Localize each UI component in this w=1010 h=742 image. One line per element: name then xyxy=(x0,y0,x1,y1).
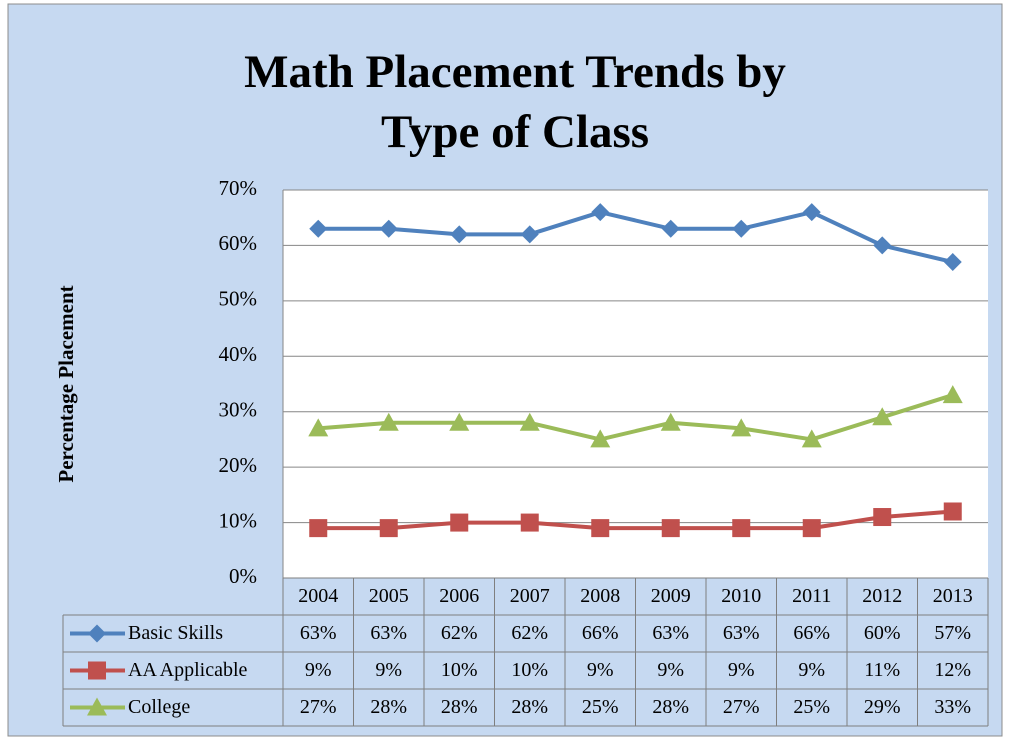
table-value: 63% xyxy=(652,622,689,644)
y-tick-label: 40% xyxy=(219,342,258,366)
table-value: 10% xyxy=(441,659,478,681)
data-point xyxy=(378,412,399,431)
x-tick-label: 2012 xyxy=(862,585,902,607)
data-point xyxy=(591,203,610,222)
table-value: 33% xyxy=(934,696,971,718)
table-value: 12% xyxy=(934,659,971,681)
x-tick-label: 2008 xyxy=(580,585,620,607)
data-point xyxy=(379,219,398,238)
y-axis-label: Percentage Placement xyxy=(54,285,78,482)
data-point xyxy=(661,219,680,238)
y-tick-label: 50% xyxy=(219,287,258,311)
x-tick-label: 2005 xyxy=(369,585,409,607)
data-point xyxy=(873,236,892,255)
table-value: 25% xyxy=(582,696,619,718)
table-value: 28% xyxy=(652,696,689,718)
data-point xyxy=(660,412,681,431)
table-value: 9% xyxy=(728,659,755,681)
data-point xyxy=(731,418,752,437)
data-point xyxy=(309,219,328,238)
table-value: 28% xyxy=(511,696,548,718)
legend-marker xyxy=(88,624,106,643)
table-value: 9% xyxy=(305,659,332,681)
data-point xyxy=(520,513,539,532)
table-value: 62% xyxy=(511,622,548,644)
data-point xyxy=(309,519,328,538)
data-point xyxy=(873,508,892,527)
table-value: 63% xyxy=(370,622,407,644)
x-tick-label: 2011 xyxy=(792,585,831,607)
y-tick-label: 30% xyxy=(219,398,258,422)
data-point xyxy=(519,412,540,431)
data-point xyxy=(872,407,893,426)
y-tick-label: 10% xyxy=(219,508,258,532)
data-point xyxy=(450,513,469,532)
table-value: 27% xyxy=(300,696,337,718)
data-point xyxy=(943,253,962,272)
table-value: 9% xyxy=(375,659,402,681)
series-line xyxy=(318,210,954,265)
data-point xyxy=(732,219,751,238)
table-value: 9% xyxy=(798,659,825,681)
table-value: 27% xyxy=(723,696,760,718)
table-value: 11% xyxy=(864,659,900,681)
legend-marker xyxy=(88,661,106,680)
data-point xyxy=(379,519,398,538)
chart-title: Math Placement Trends by Type of Class xyxy=(244,46,786,158)
data-point xyxy=(591,519,610,538)
data-point xyxy=(661,519,680,538)
y-tick-label: 70% xyxy=(219,176,258,200)
legend-label: AA Applicable xyxy=(128,659,248,681)
x-tick-label: 2009 xyxy=(651,585,691,607)
y-tick-label: 0% xyxy=(229,564,257,588)
series-line xyxy=(318,509,953,531)
y-tick-label: 20% xyxy=(219,453,258,477)
table-value: 62% xyxy=(441,622,478,644)
data-point xyxy=(520,225,539,244)
x-tick-label: 2010 xyxy=(721,585,761,607)
table-value: 66% xyxy=(793,622,830,644)
x-tick-label: 2006 xyxy=(439,585,479,607)
data-point xyxy=(943,502,962,521)
table-value: 10% xyxy=(511,659,548,681)
table-value: 28% xyxy=(370,696,407,718)
x-tick-label: 2004 xyxy=(298,585,338,607)
table-value: 57% xyxy=(934,622,971,644)
legend-label: College xyxy=(128,696,190,718)
table-value: 60% xyxy=(864,622,901,644)
table-value: 63% xyxy=(723,622,760,644)
legend-marker xyxy=(87,697,107,716)
data-point xyxy=(802,203,821,222)
table-value: 25% xyxy=(793,696,830,718)
y-tick-label: 60% xyxy=(219,231,258,255)
data-point xyxy=(802,519,821,538)
table-value: 9% xyxy=(587,659,614,681)
table-value: 63% xyxy=(300,622,337,644)
x-tick-label: 2007 xyxy=(510,585,550,607)
data-point xyxy=(801,429,822,448)
plot-area xyxy=(283,190,988,578)
legend-label: Basic Skills xyxy=(128,622,223,644)
data-point xyxy=(449,412,470,431)
data-point xyxy=(450,225,469,244)
data-point xyxy=(732,519,751,538)
table-value: 9% xyxy=(657,659,684,681)
table-value: 29% xyxy=(864,696,901,718)
table-value: 28% xyxy=(441,696,478,718)
x-tick-label: 2013 xyxy=(933,585,973,607)
table-value: 66% xyxy=(582,622,619,644)
data-point xyxy=(942,385,963,404)
data-point xyxy=(590,429,611,448)
series-line xyxy=(318,393,954,442)
data-point xyxy=(308,418,329,437)
